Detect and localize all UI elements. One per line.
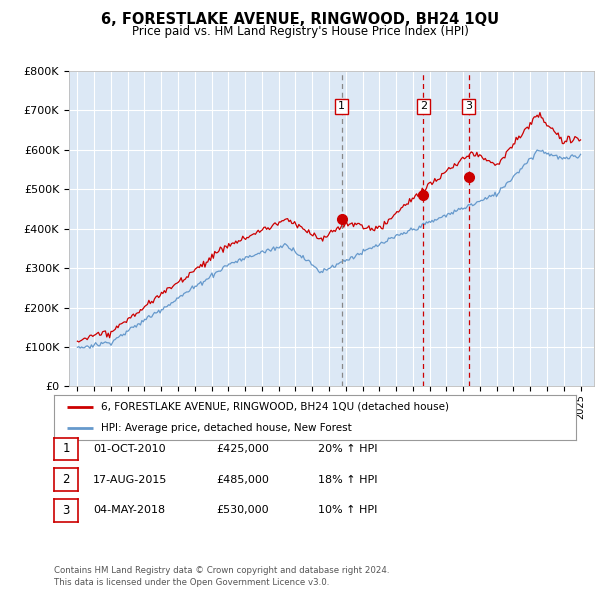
Text: 01-OCT-2010: 01-OCT-2010 — [93, 444, 166, 454]
Text: Price paid vs. HM Land Registry's House Price Index (HPI): Price paid vs. HM Land Registry's House … — [131, 25, 469, 38]
Text: 20% ↑ HPI: 20% ↑ HPI — [318, 444, 377, 454]
Text: 04-MAY-2018: 04-MAY-2018 — [93, 506, 165, 515]
Text: 3: 3 — [62, 504, 70, 517]
Text: Contains HM Land Registry data © Crown copyright and database right 2024.
This d: Contains HM Land Registry data © Crown c… — [54, 566, 389, 587]
Text: 2: 2 — [62, 473, 70, 486]
Text: 17-AUG-2015: 17-AUG-2015 — [93, 475, 167, 484]
Text: 1: 1 — [62, 442, 70, 455]
Text: 6, FORESTLAKE AVENUE, RINGWOOD, BH24 1QU (detached house): 6, FORESTLAKE AVENUE, RINGWOOD, BH24 1QU… — [101, 402, 449, 412]
Text: 3: 3 — [465, 101, 472, 112]
Text: 1: 1 — [338, 101, 345, 112]
Text: HPI: Average price, detached house, New Forest: HPI: Average price, detached house, New … — [101, 423, 352, 433]
Text: £425,000: £425,000 — [216, 444, 269, 454]
Text: 18% ↑ HPI: 18% ↑ HPI — [318, 475, 377, 484]
Text: £485,000: £485,000 — [216, 475, 269, 484]
Text: 2: 2 — [419, 101, 427, 112]
Text: 6, FORESTLAKE AVENUE, RINGWOOD, BH24 1QU: 6, FORESTLAKE AVENUE, RINGWOOD, BH24 1QU — [101, 12, 499, 27]
Text: 10% ↑ HPI: 10% ↑ HPI — [318, 506, 377, 515]
Text: £530,000: £530,000 — [216, 506, 269, 515]
